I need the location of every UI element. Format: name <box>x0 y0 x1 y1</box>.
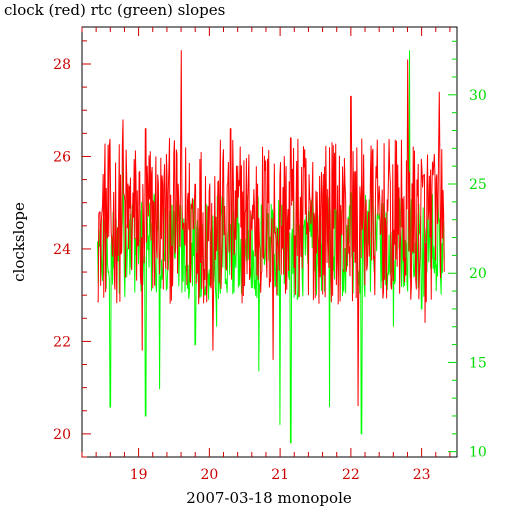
y-axis-left: 20 22 24 26 28 <box>53 40 91 458</box>
x-axis-label: 2007-03-18 monopole <box>186 489 352 507</box>
x-tick-label: 19 <box>130 467 148 483</box>
chart-title: clock (red) rtc (green) slopes <box>4 1 225 19</box>
x-tick-label: 21 <box>271 467 289 483</box>
x-tick-label: 20 <box>200 467 218 483</box>
y-left-tick-label: 28 <box>53 57 71 73</box>
y-right-tick-label: 10 <box>469 445 487 461</box>
x-tick-label: 22 <box>342 467 360 483</box>
plot-frame <box>81 26 458 458</box>
y-right-tick-label: 30 <box>469 88 487 104</box>
y-right-tick-label: 20 <box>469 266 487 282</box>
x-tick-label: 23 <box>413 467 431 483</box>
y-left-tick-label: 20 <box>53 427 71 443</box>
y-left-tick-label: 22 <box>53 334 71 350</box>
x-axis: 19 20 21 22 23 <box>81 27 451 483</box>
y-left-tick-label: 24 <box>53 242 71 258</box>
y-axis-right: 10 15 20 25 30 <box>448 40 487 461</box>
series-line-clock <box>97 50 445 407</box>
series-layer <box>97 50 445 444</box>
y-right-tick-label: 15 <box>469 355 487 371</box>
y-right-tick-label: 25 <box>469 177 487 193</box>
y-left-tick-label: 26 <box>53 149 71 165</box>
y-axis-label: clockslope <box>10 202 28 282</box>
